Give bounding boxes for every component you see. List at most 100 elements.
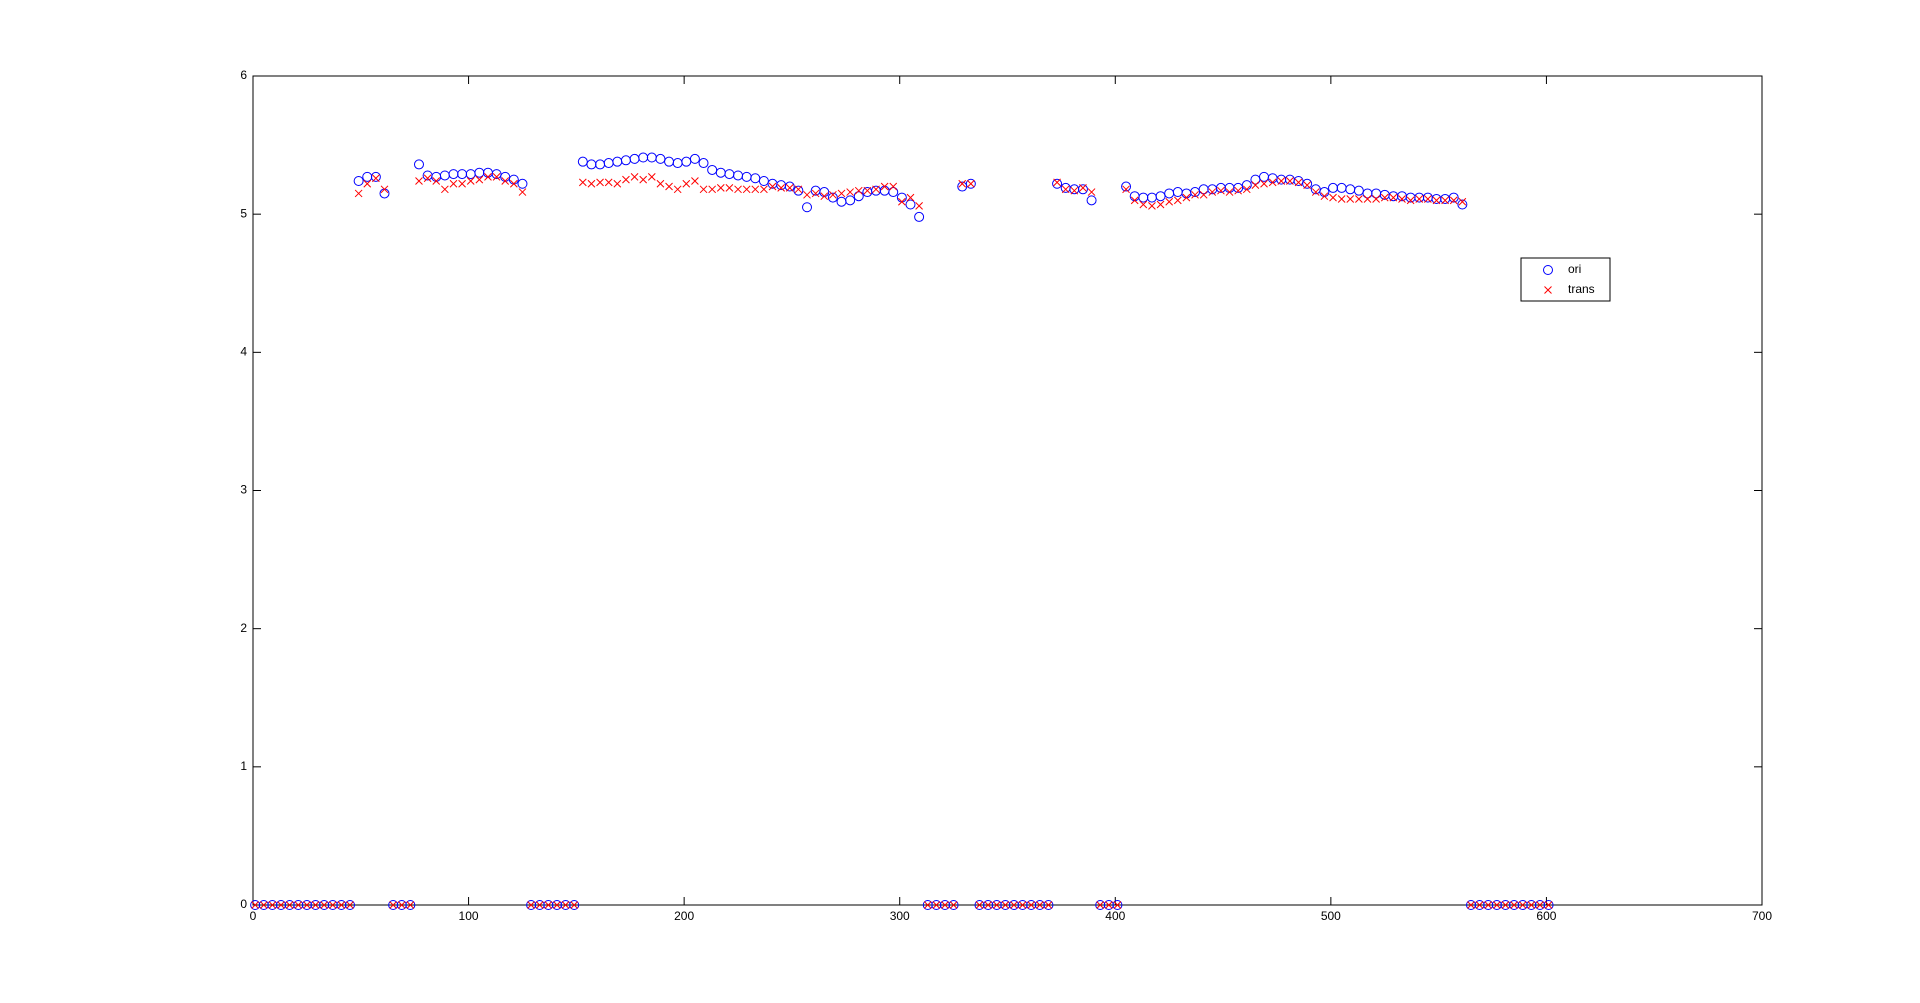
point bbox=[656, 179, 665, 188]
point bbox=[1018, 901, 1027, 909]
point bbox=[1148, 202, 1156, 210]
point bbox=[1389, 193, 1398, 202]
point bbox=[345, 900, 356, 910]
point bbox=[1544, 901, 1553, 909]
point bbox=[1260, 179, 1268, 188]
point bbox=[1053, 178, 1061, 187]
point bbox=[613, 179, 622, 188]
point bbox=[311, 901, 320, 909]
point bbox=[1372, 195, 1380, 203]
legend-label: trans bbox=[1568, 282, 1595, 296]
point bbox=[1449, 196, 1458, 205]
point bbox=[1156, 200, 1165, 209]
legend-marker bbox=[1543, 265, 1553, 275]
point bbox=[682, 179, 691, 188]
point bbox=[872, 185, 880, 194]
point bbox=[1432, 196, 1441, 205]
point bbox=[845, 195, 856, 206]
point bbox=[863, 186, 872, 195]
point bbox=[1079, 184, 1087, 192]
point bbox=[432, 177, 441, 185]
point bbox=[1121, 181, 1132, 192]
point bbox=[1130, 196, 1139, 205]
point bbox=[1286, 177, 1294, 185]
x-tick-label: 100 bbox=[459, 909, 479, 923]
x-tick-label: 600 bbox=[1536, 909, 1556, 923]
point bbox=[984, 901, 992, 909]
point bbox=[639, 175, 648, 184]
point bbox=[975, 901, 984, 909]
point bbox=[1475, 901, 1484, 909]
point bbox=[1363, 195, 1372, 203]
point bbox=[578, 178, 587, 187]
point bbox=[768, 182, 777, 191]
point bbox=[853, 191, 864, 202]
point bbox=[1122, 185, 1130, 194]
point bbox=[1536, 901, 1544, 909]
point bbox=[1337, 195, 1346, 203]
point bbox=[1087, 188, 1096, 196]
point bbox=[346, 901, 354, 909]
point bbox=[647, 173, 656, 181]
x-tick-label: 400 bbox=[1105, 909, 1125, 923]
point bbox=[363, 179, 372, 188]
point bbox=[1182, 193, 1191, 202]
point bbox=[1173, 196, 1182, 205]
axes: 0 100 200 300 400 500 600 700 0 1 2 3 4 5 6 bbox=[240, 68, 1772, 923]
point bbox=[846, 188, 854, 196]
point bbox=[509, 179, 518, 188]
point bbox=[1467, 901, 1475, 909]
point bbox=[1294, 178, 1303, 187]
point bbox=[294, 901, 303, 909]
point bbox=[475, 175, 484, 184]
point bbox=[1406, 196, 1415, 205]
y-tick-label: 6 bbox=[240, 68, 247, 82]
point bbox=[415, 177, 423, 185]
legend-marker bbox=[1544, 286, 1552, 294]
point bbox=[802, 202, 813, 213]
legend: ori trans bbox=[1520, 257, 1611, 302]
point bbox=[948, 900, 959, 910]
point bbox=[1225, 188, 1234, 196]
point bbox=[630, 173, 639, 181]
point bbox=[784, 181, 795, 192]
point bbox=[914, 211, 925, 222]
point bbox=[622, 175, 630, 184]
x-tick-label: 200 bbox=[674, 909, 694, 923]
legend-label: ori bbox=[1568, 262, 1581, 276]
point bbox=[1086, 195, 1097, 206]
point bbox=[449, 179, 458, 188]
point bbox=[889, 182, 898, 191]
series-1 bbox=[251, 173, 1553, 909]
x-tick-label: 700 bbox=[1752, 909, 1772, 923]
point bbox=[1010, 901, 1018, 909]
point bbox=[777, 184, 786, 192]
point bbox=[1035, 901, 1044, 909]
point bbox=[949, 901, 958, 909]
point bbox=[501, 177, 510, 185]
point bbox=[1251, 181, 1260, 190]
point bbox=[303, 901, 311, 909]
point bbox=[1441, 196, 1449, 205]
point bbox=[1077, 184, 1088, 195]
plot-box bbox=[252, 75, 1763, 906]
point bbox=[941, 901, 949, 909]
point bbox=[742, 185, 751, 194]
point bbox=[1043, 900, 1054, 910]
point bbox=[458, 179, 466, 188]
point bbox=[328, 901, 337, 909]
point bbox=[466, 177, 475, 185]
point bbox=[1355, 195, 1363, 203]
point bbox=[1268, 178, 1277, 187]
point bbox=[1448, 192, 1459, 203]
point bbox=[535, 901, 544, 909]
point bbox=[751, 185, 760, 194]
point bbox=[259, 901, 268, 909]
point bbox=[353, 176, 364, 187]
point bbox=[1191, 190, 1199, 199]
point bbox=[716, 184, 725, 192]
point bbox=[827, 192, 838, 203]
point bbox=[1199, 190, 1208, 199]
point bbox=[854, 186, 863, 195]
